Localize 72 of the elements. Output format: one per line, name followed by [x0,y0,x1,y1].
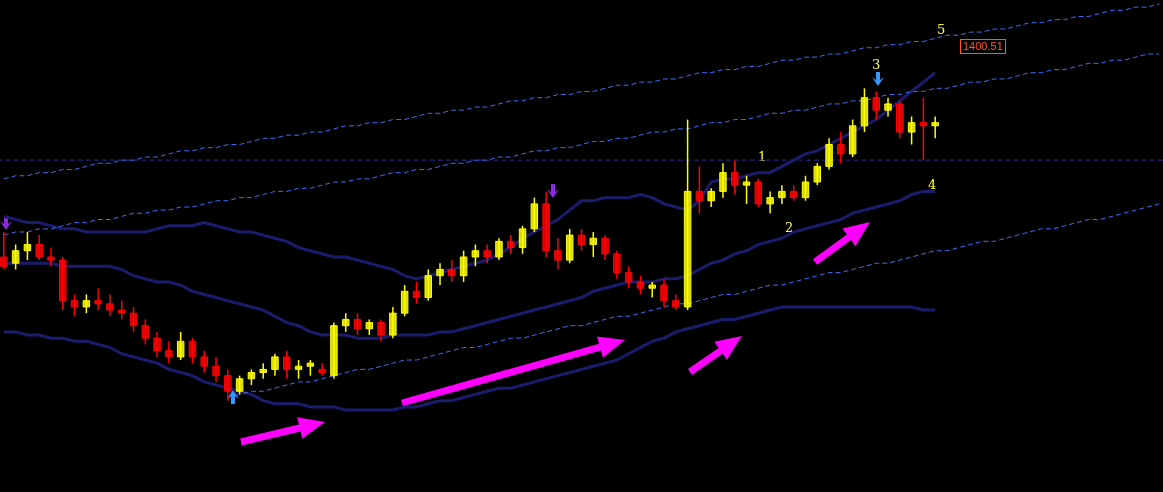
candlestick [165,340,173,364]
annotation: 4 [928,177,937,192]
candlestick [47,246,55,268]
candlestick [200,349,208,374]
candlestick [23,231,32,261]
candlestick [813,162,822,186]
candlestick [318,362,326,377]
candlestick [235,374,244,396]
candlestick [341,312,350,333]
candlestick [35,234,43,261]
candlestick [577,228,586,252]
candlestick [554,237,562,271]
text: 3 [872,57,881,72]
candlestick [919,96,928,161]
candlestick [754,178,763,208]
text: 1400.51 [960,39,1006,54]
candlestick [471,243,480,268]
candlestick [731,159,739,196]
candlestick [589,231,598,258]
candlestick [424,268,432,302]
candlestick [742,175,751,205]
candlestick [825,137,833,171]
annotation: 2 [785,220,794,235]
candlestick [907,115,916,146]
candlestick [778,184,786,205]
candlestick [212,356,220,383]
candlestick [518,224,527,255]
candlestick [259,362,267,380]
candlestick [624,265,633,289]
annotation: 1 [758,149,767,164]
candlestick [389,306,397,339]
candlestick [766,190,774,214]
candlestick [495,237,503,261]
candlestick [872,90,880,121]
candlestick [459,249,468,283]
candlestick [884,96,892,118]
candlestick [695,165,704,214]
candlestick [106,293,114,318]
candlestick [601,234,609,261]
candlestick [94,287,102,311]
candlestick [801,175,810,202]
candlestick [224,368,232,402]
candlestick [483,243,491,264]
candlestick [283,349,291,380]
candlestick [412,281,421,305]
candlestick [648,281,656,299]
candlestick [436,262,444,286]
candlestick [837,131,845,165]
candlestick [176,331,185,361]
candlestick [70,293,79,318]
candlestick [188,337,197,364]
candlestick [400,284,409,318]
candlestick [271,353,279,377]
candlestick [636,274,645,296]
candlestick [707,187,715,208]
candlestick [448,259,456,283]
candlestick [82,293,91,314]
candlestick [141,318,150,346]
candlestick [507,234,515,255]
candlestick [660,278,668,308]
candlestick [117,299,126,321]
text: 5 [937,22,946,37]
candlestick [0,231,8,271]
candlestick [11,243,20,271]
candlestick [153,331,161,358]
candlestick [129,306,138,333]
candlestick [931,115,939,140]
candlestick [294,359,303,380]
candlestick [719,162,727,199]
candlestick [377,318,385,343]
candlestick [613,249,621,280]
candlestick [353,312,362,336]
